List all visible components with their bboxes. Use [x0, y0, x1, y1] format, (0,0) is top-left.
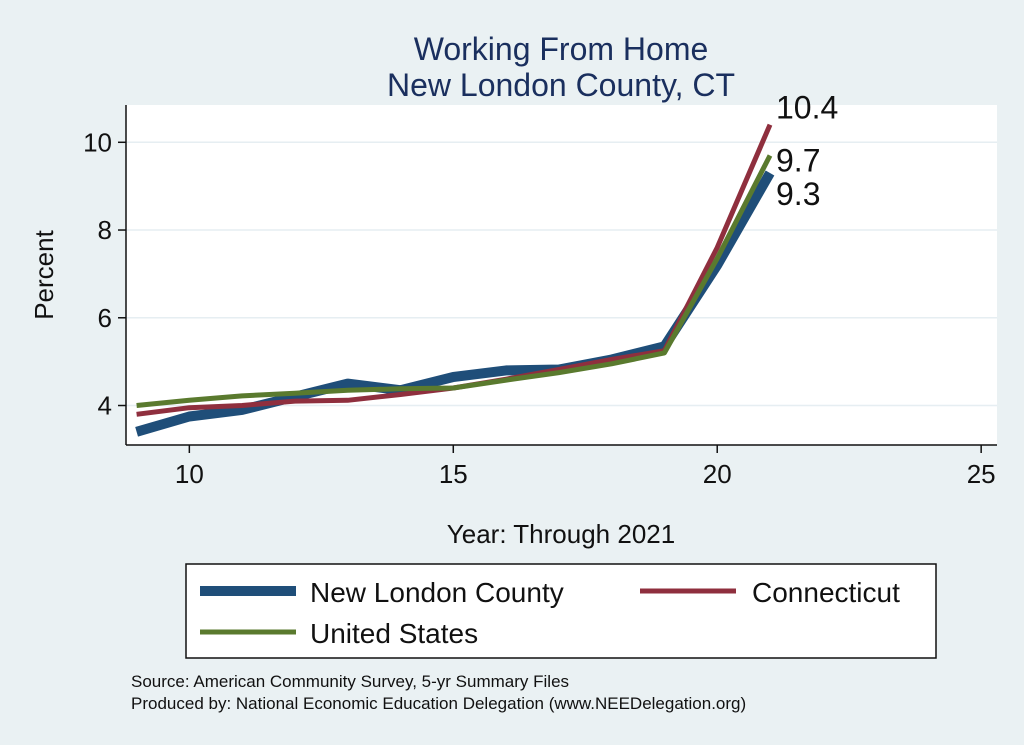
series-line-united-states — [136, 154, 773, 408]
x-axis-title: Year: Through 2021 — [447, 519, 675, 549]
end-label-new-london: 9.3 — [776, 176, 820, 212]
x-tick-label: 20 — [703, 459, 732, 489]
series-lines — [135, 123, 775, 437]
legend: New London County Connecticut United Sta… — [185, 563, 937, 659]
end-label-connecticut: 10.4 — [776, 90, 838, 126]
y-tick-label: 6 — [98, 303, 112, 333]
legend-label-connecticut: Connecticut — [752, 577, 900, 608]
x-tick-label: 15 — [439, 459, 468, 489]
plot-area — [126, 105, 997, 445]
legend-label-united-states: United States — [310, 618, 478, 649]
legend-label-new-london: New London County — [310, 577, 564, 608]
end-labels: 9.3 10.4 9.7 — [776, 90, 838, 212]
y-tick-label: 4 — [98, 391, 112, 421]
y-tick-label: 10 — [83, 127, 112, 157]
y-axis-title: Percent — [29, 229, 59, 319]
source-note: Source: American Community Survey, 5-yr … — [131, 672, 569, 691]
y-tick-label: 8 — [98, 215, 112, 245]
x-tick-label: 10 — [175, 459, 204, 489]
end-label-united-states: 9.7 — [776, 142, 820, 178]
chart-subtitle: New London County, CT — [387, 67, 735, 103]
chart-title: Working From Home — [414, 31, 709, 67]
producer-note: Produced by: National Economic Education… — [131, 694, 746, 713]
legend-box — [185, 563, 937, 659]
x-tick-label: 25 — [967, 459, 996, 489]
axes: 4 6 8 10 10 15 20 25 — [83, 105, 997, 489]
